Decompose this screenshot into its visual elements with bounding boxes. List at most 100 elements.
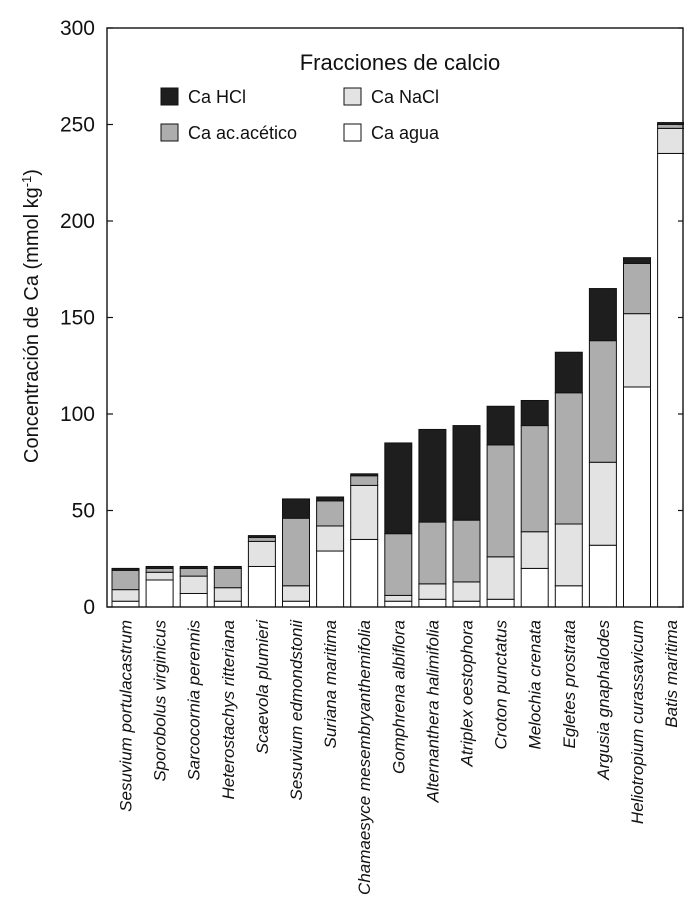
bar-sesuvium-edmondstonii-ca-agua bbox=[282, 600, 310, 608]
bar-chamaesyce-mesembryanthemifolia-ca-nacl bbox=[350, 484, 379, 540]
y-tick-label-0: 0 bbox=[83, 596, 95, 619]
bar-sarcocornia-perennis-ca-ac-ac-tico bbox=[179, 567, 208, 577]
category-label: Croton punctatus bbox=[492, 620, 511, 750]
category-label: Egletes prostrata bbox=[560, 620, 579, 749]
bar-sarcocornia-perennis-ca-nacl bbox=[179, 575, 208, 594]
category-label: Atriplex oestophora bbox=[458, 620, 477, 767]
bar-chamaesyce-mesembryanthemifolia-ca-agua bbox=[350, 538, 379, 608]
bar-heliotropium-curassavicum-ca-agua bbox=[623, 386, 651, 608]
category-label: Melochia crenata bbox=[526, 620, 545, 749]
legend-title: Fracciones de calcio bbox=[300, 50, 501, 75]
category-label: Alternanthera halimifolia bbox=[423, 620, 442, 803]
bar-suriana-maritima-ca-ac-ac-tico bbox=[316, 500, 345, 527]
category-label: Batis maritima bbox=[662, 620, 681, 728]
bar-heterostachys-ritteriana-ca-nacl bbox=[213, 587, 242, 602]
bar-scaevola-plumieri-ca-agua bbox=[247, 565, 276, 608]
y-axis-title-close: ) bbox=[21, 169, 43, 176]
bar-gomphrena-albiflora-ca-agua bbox=[384, 600, 413, 608]
category-label: Sesuvium portulacastrum bbox=[117, 620, 136, 812]
bar-argusia-gnaphalodes-ca-ac-ac-tico bbox=[588, 340, 617, 463]
bar-croton-punctatus-ca-hcl bbox=[486, 405, 515, 446]
legend-swatch-ca-hcl bbox=[160, 87, 179, 106]
bar-egletes-prostrata-ca-nacl bbox=[554, 523, 583, 587]
bar-atriplex-oestophora-ca-agua bbox=[452, 600, 481, 608]
bar-scaevola-plumieri-ca-hcl bbox=[247, 535, 276, 539]
bar-alternanthera-halimifolia-ca-ac-ac-tico bbox=[418, 521, 447, 585]
bars bbox=[111, 122, 684, 608]
y-tick-label-200: 200 bbox=[60, 210, 95, 233]
bar-heterostachys-ritteriana-ca-ac-ac-tico bbox=[213, 567, 242, 589]
category-labels: Sesuvium portulacastrum Sporobolus virgin… bbox=[117, 619, 682, 895]
bar-suriana-maritima-ca-hcl bbox=[316, 496, 345, 502]
bar-suriana-maritima-ca-agua bbox=[316, 550, 345, 608]
y-axis-title-superscript: -1 bbox=[19, 176, 34, 188]
bar-sesuvium-edmondstonii-ca-hcl bbox=[282, 498, 310, 519]
bar-heliotropium-curassavicum-ca-ac-ac-tico bbox=[623, 262, 651, 315]
y-tick-label-250: 250 bbox=[60, 114, 95, 137]
bar-melochia-crenata-ca-hcl bbox=[520, 399, 549, 427]
y-axis-title: Concentración de Ca (mmol kg-1) bbox=[19, 169, 43, 463]
bar-batis-maritima-ca-nacl bbox=[657, 127, 684, 154]
bar-sesuvium-portulacastrum-ca-agua bbox=[111, 600, 140, 608]
category-label: Sesuvium edmondstonii bbox=[287, 619, 306, 801]
category-label: Chamaesyce mesembryanthemifolia bbox=[355, 620, 374, 895]
category-label: Scaevola plumieri bbox=[253, 619, 272, 754]
bar-chamaesyce-mesembryanthemifolia-ca-ac-ac-tico bbox=[350, 475, 379, 486]
bar-scaevola-plumieri-ca-nacl bbox=[247, 540, 276, 567]
category-label: Gomphrena albiflora bbox=[389, 620, 408, 774]
bar-alternanthera-halimifolia-ca-hcl bbox=[418, 428, 447, 523]
bar-sarcocornia-perennis-ca-hcl bbox=[179, 565, 208, 569]
legend-label-ca-nacl: Ca NaCl bbox=[371, 87, 439, 107]
bar-gomphrena-albiflora-ca-ac-ac-tico bbox=[384, 533, 413, 596]
legend-swatch-ca-nacl bbox=[343, 87, 362, 106]
bar-sesuvium-edmondstonii-ca-nacl bbox=[282, 585, 310, 602]
category-label: Suriana maritima bbox=[321, 620, 340, 749]
bar-heliotropium-curassavicum-ca-nacl bbox=[623, 313, 651, 388]
bar-gomphrena-albiflora-ca-hcl bbox=[384, 442, 413, 535]
bar-sporobolus-virginicus-ca-nacl bbox=[145, 571, 174, 581]
bar-croton-punctatus-ca-nacl bbox=[486, 556, 515, 600]
bar-sporobolus-virginicus-ca-agua bbox=[145, 579, 174, 608]
y-axis-title-main: Concentración de Ca (mmol kg bbox=[21, 187, 43, 463]
bar-argusia-gnaphalodes-ca-agua bbox=[588, 544, 617, 608]
legend-label-ca-agua: Ca agua bbox=[371, 123, 440, 143]
bar-batis-maritima-ca-hcl bbox=[657, 122, 684, 125]
bar-heliotropium-curassavicum-ca-hcl bbox=[623, 257, 651, 264]
bar-sesuvium-portulacastrum-ca-hcl bbox=[111, 567, 140, 571]
legend-label-ca-hcl: Ca HCl bbox=[188, 87, 246, 107]
bar-melochia-crenata-ca-ac-ac-tico bbox=[520, 425, 549, 533]
bar-argusia-gnaphalodes-ca-nacl bbox=[588, 461, 617, 546]
bar-batis-maritima-ca-agua bbox=[657, 152, 684, 608]
bar-egletes-prostrata-ca-agua bbox=[554, 585, 583, 608]
legend-swatch-ca-agua bbox=[343, 123, 362, 142]
bar-heterostachys-ritteriana-ca-hcl bbox=[213, 565, 242, 569]
bar-alternanthera-halimifolia-ca-nacl bbox=[418, 583, 447, 600]
bar-sesuvium-portulacastrum-ca-nacl bbox=[111, 589, 140, 602]
bar-egletes-prostrata-ca-hcl bbox=[554, 351, 583, 394]
bar-croton-punctatus-ca-agua bbox=[486, 598, 515, 608]
bar-melochia-crenata-ca-nacl bbox=[520, 531, 549, 569]
category-label: Sarcocornia perennis bbox=[185, 620, 204, 781]
bar-croton-punctatus-ca-ac-ac-tico bbox=[486, 444, 515, 558]
legend-label-ca-ac-ac-tico: Ca ac.acético bbox=[188, 123, 297, 143]
bar-atriplex-oestophora-ca-ac-ac-tico bbox=[452, 519, 481, 583]
y-axis-ticks: 0 50 100 150 200 250 300 bbox=[60, 17, 683, 619]
bar-sesuvium-portulacastrum-ca-ac-ac-tico bbox=[111, 569, 140, 591]
bar-sporobolus-virginicus-ca-ac-ac-tico bbox=[145, 567, 174, 573]
y-tick-label-50: 50 bbox=[72, 500, 95, 523]
bar-sarcocornia-perennis-ca-agua bbox=[179, 592, 208, 608]
y-tick-label-150: 150 bbox=[60, 307, 95, 330]
category-label: Argusia gnaphalodes bbox=[594, 620, 613, 781]
plot-frame bbox=[106, 27, 684, 608]
bar-gomphrena-albiflora-ca-nacl bbox=[384, 594, 413, 602]
y-tick-label-100: 100 bbox=[60, 403, 95, 426]
category-label: Heterostachys ritteriana bbox=[219, 620, 238, 800]
bar-sesuvium-edmondstonii-ca-ac-ac-tico bbox=[282, 517, 310, 587]
bar-melochia-crenata-ca-agua bbox=[520, 567, 549, 608]
bar-suriana-maritima-ca-nacl bbox=[316, 525, 345, 552]
bar-scaevola-plumieri-ca-ac-ac-tico bbox=[247, 537, 276, 542]
y-tick-label-300: 300 bbox=[60, 17, 95, 40]
bar-alternanthera-halimifolia-ca-agua bbox=[418, 598, 447, 608]
legend-swatch-ca-ac-ac-tico bbox=[160, 123, 179, 142]
